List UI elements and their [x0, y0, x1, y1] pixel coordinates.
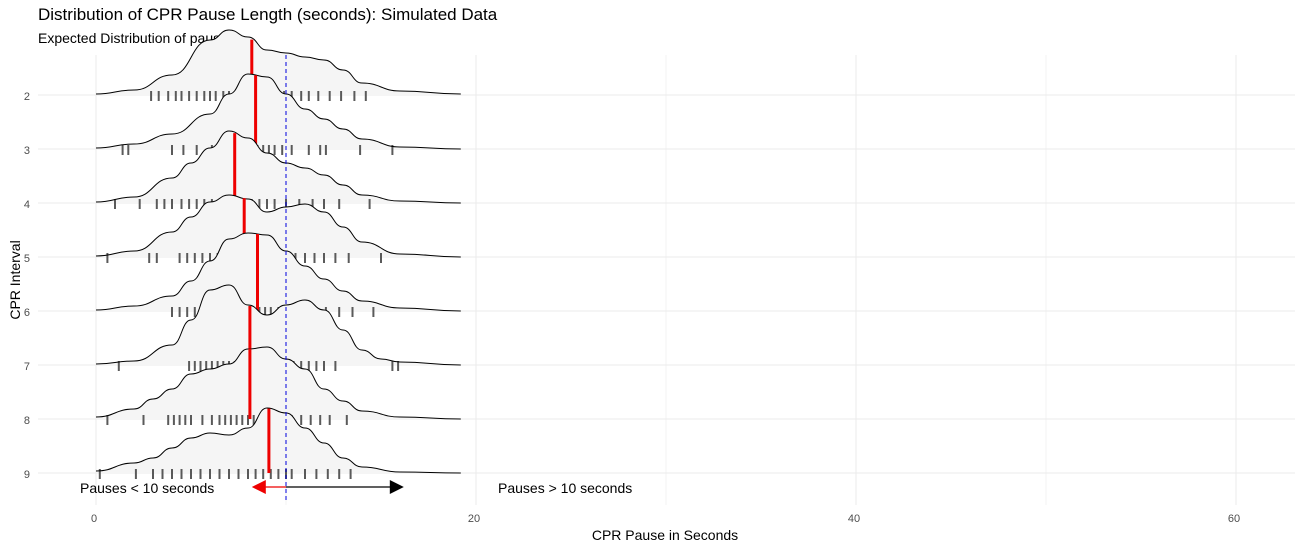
- ridge-fill: [96, 347, 461, 419]
- annotation-left: Pauses < 10 seconds: [80, 480, 214, 496]
- ridge-fill: [96, 131, 461, 203]
- axis-ticks: 2 3 4 5 6 7 8 9 0 20 40 60: [24, 91, 1240, 525]
- x-tick-label: 20: [468, 513, 480, 525]
- ridge-outline: [95, 29, 461, 95]
- y-tick-label: 5: [24, 253, 30, 265]
- ridge-fill: [96, 408, 461, 473]
- ridges: [95, 29, 461, 479]
- ridge-outline: [95, 346, 461, 420]
- ridge-outline: [95, 194, 461, 258]
- arrow-right-head: [389, 480, 404, 494]
- y-tick-label: 8: [24, 415, 30, 427]
- ridge-outline: [95, 73, 461, 150]
- ridge-fill: [96, 195, 461, 257]
- annotation-right: Pauses > 10 seconds: [498, 480, 632, 496]
- y-tick-label: 6: [24, 307, 30, 319]
- y-tick-label: 3: [24, 145, 30, 157]
- x-tick-label: 40: [848, 513, 860, 525]
- x-tick-label: 60: [1228, 513, 1240, 525]
- annotations: Pauses < 10 seconds Pauses > 10 seconds: [80, 480, 632, 496]
- ridge-fill: [96, 285, 461, 365]
- y-tick-label: 2: [24, 91, 30, 103]
- ridge-fill: [96, 74, 461, 149]
- x-tick-label: 0: [91, 513, 97, 525]
- x-axis-title: CPR Pause in Seconds: [592, 527, 738, 543]
- ridge-outline: [95, 284, 461, 366]
- y-tick-label: 9: [24, 469, 30, 481]
- y-tick-label: 7: [24, 361, 30, 373]
- ridge-9: [95, 407, 461, 479]
- arrow-left-head: [251, 480, 266, 494]
- chart-subtitle: Expected Distribution of pauses: [38, 30, 235, 46]
- chart-title: Distribution of CPR Pause Length (second…: [38, 5, 498, 24]
- ridge-outline: [95, 130, 461, 204]
- y-axis-title: CPR Interval: [7, 240, 23, 319]
- y-tick-label: 4: [24, 199, 30, 211]
- ridge-fill: [96, 30, 461, 95]
- ridge-fill: [96, 233, 461, 311]
- ridge-outline: [95, 232, 461, 312]
- ridge-outline: [95, 407, 461, 474]
